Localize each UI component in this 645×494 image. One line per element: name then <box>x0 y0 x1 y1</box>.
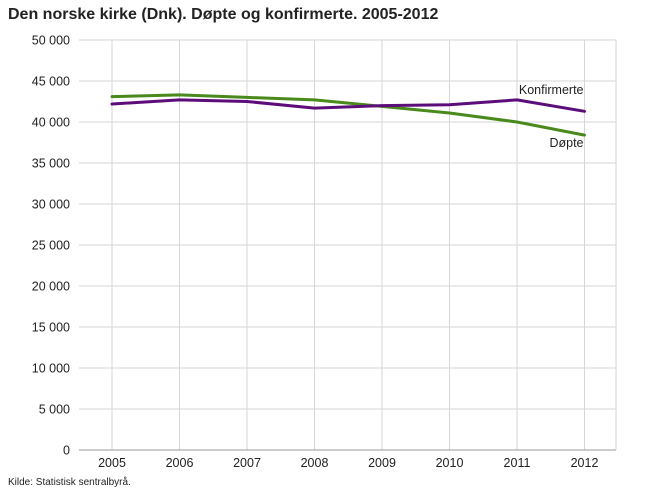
y-tick-label: 50 000 <box>32 34 70 48</box>
y-tick-label: 40 000 <box>32 116 70 130</box>
x-tick-label: 2007 <box>233 456 261 470</box>
y-tick-label: 10 000 <box>32 362 70 376</box>
x-tick-label: 2012 <box>571 456 599 470</box>
series-line-konfirmerte <box>110 98 586 113</box>
y-tick-label: 25 000 <box>32 239 70 253</box>
series-label-døpte: Døpte <box>549 136 583 150</box>
series-line-døpte <box>110 93 586 137</box>
series-label-konfirmerte: Konfirmerte <box>519 83 584 97</box>
gridlines <box>79 39 616 450</box>
y-tick-label: 20 000 <box>32 280 70 294</box>
source-note: Kilde: Statistisk sentralbyrå. <box>8 477 131 488</box>
axes <box>79 40 617 451</box>
y-tick-label: 5 000 <box>39 403 70 417</box>
y-tick-label: 0 <box>63 444 70 458</box>
x-tick-label: 2006 <box>166 456 194 470</box>
series-lines <box>110 93 586 137</box>
labels: 0 5 000 10 000 15 000 20 000 25 000 30 000 35 0… <box>32 34 599 471</box>
y-tick-label: 15 000 <box>32 321 70 335</box>
x-tick-label: 2010 <box>436 456 464 470</box>
y-tick-label: 45 000 <box>32 75 70 89</box>
x-tick-label: 2009 <box>368 456 396 470</box>
chart-title: Den norske kirke (Dnk). Døpte og konfirm… <box>8 6 439 23</box>
y-tick-label: 30 000 <box>32 198 70 212</box>
x-tick-label: 2008 <box>301 456 329 470</box>
x-tick-label: 2011 <box>504 456 531 470</box>
x-tick-label: 2005 <box>98 456 126 470</box>
y-tick-label: 35 000 <box>32 157 70 171</box>
